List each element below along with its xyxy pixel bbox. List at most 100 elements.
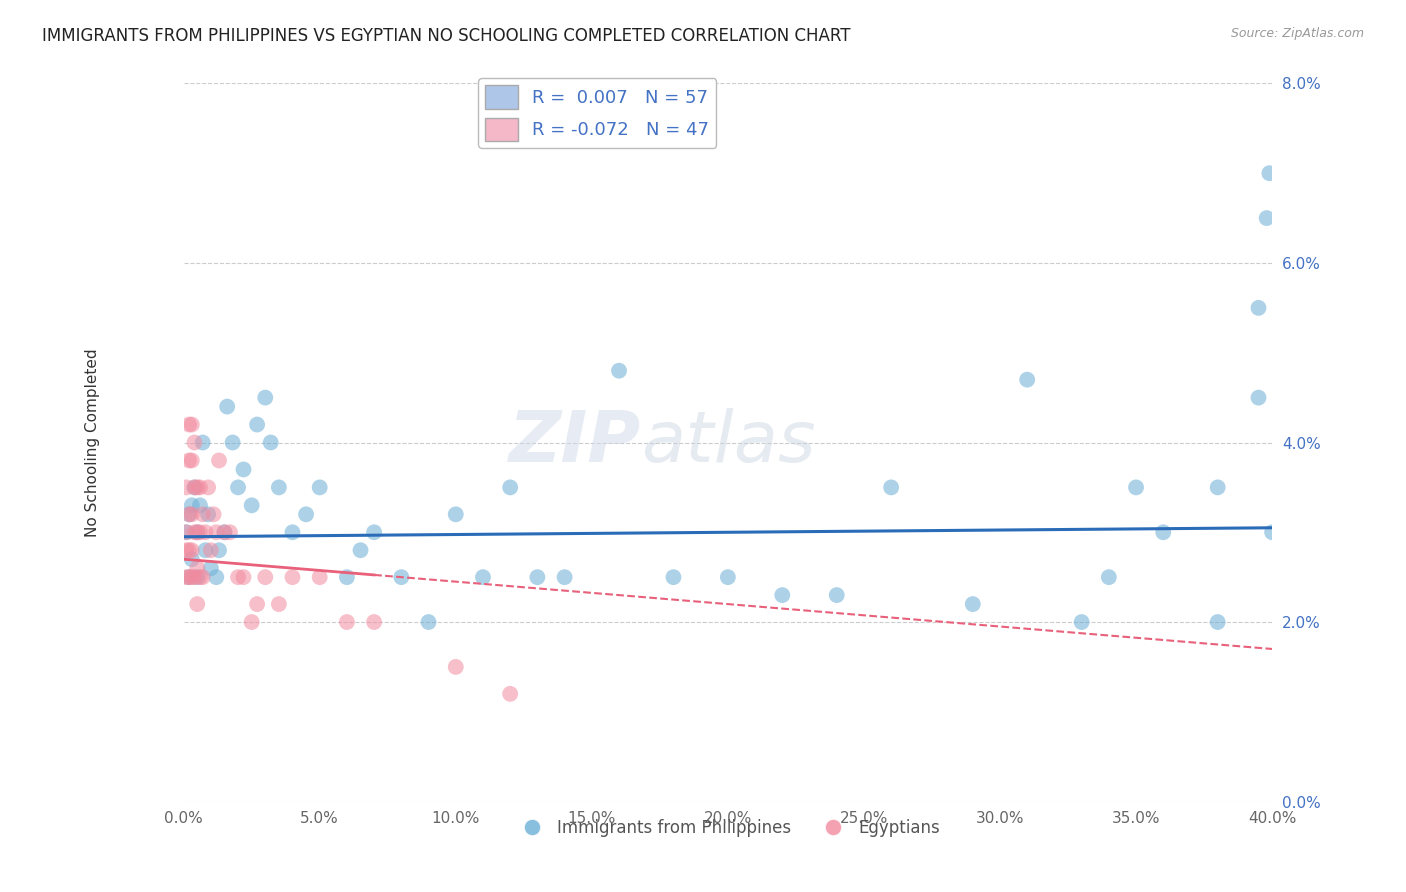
Point	[389, 570, 412, 584]
Point	[232, 462, 254, 476]
Point	[194, 543, 217, 558]
Point	[1247, 391, 1270, 405]
Point	[177, 508, 200, 522]
Point	[214, 525, 236, 540]
Point	[197, 480, 219, 494]
Point	[770, 588, 793, 602]
Y-axis label: No Schooling Completed: No Schooling Completed	[86, 348, 100, 537]
Point	[177, 453, 200, 467]
Point	[176, 543, 198, 558]
Point	[526, 570, 548, 584]
Point	[1070, 615, 1092, 629]
Point	[363, 615, 385, 629]
Point	[183, 480, 205, 494]
Point	[205, 525, 228, 540]
Point	[214, 525, 236, 540]
Point	[336, 615, 359, 629]
Point	[202, 508, 225, 522]
Point	[444, 508, 467, 522]
Point	[349, 543, 371, 558]
Point	[418, 615, 440, 629]
Point	[281, 525, 304, 540]
Point	[226, 570, 249, 584]
Point	[336, 570, 359, 584]
Point	[177, 543, 200, 558]
Point	[295, 508, 318, 522]
Point	[1261, 525, 1284, 540]
Point	[183, 525, 205, 540]
Point	[183, 570, 205, 584]
Point	[177, 570, 200, 584]
Point	[191, 435, 214, 450]
Point	[186, 480, 208, 494]
Point	[308, 570, 330, 584]
Text: atlas: atlas	[641, 408, 815, 477]
Point	[1247, 301, 1270, 315]
Point	[188, 525, 211, 540]
Point	[254, 570, 277, 584]
Point	[208, 543, 231, 558]
Point	[180, 499, 202, 513]
Point	[176, 525, 198, 540]
Point	[240, 615, 263, 629]
Point	[1256, 211, 1278, 225]
Point	[186, 597, 208, 611]
Point	[1017, 373, 1039, 387]
Point	[499, 687, 522, 701]
Text: Source: ZipAtlas.com: Source: ZipAtlas.com	[1230, 27, 1364, 40]
Point	[226, 480, 249, 494]
Point	[180, 453, 202, 467]
Point	[177, 417, 200, 432]
Point	[254, 391, 277, 405]
Point	[308, 480, 330, 494]
Point	[825, 588, 848, 602]
Point	[281, 570, 304, 584]
Point	[217, 400, 239, 414]
Point	[662, 570, 685, 584]
Point	[180, 508, 202, 522]
Point	[191, 570, 214, 584]
Point	[186, 570, 208, 584]
Point	[183, 480, 205, 494]
Point	[1206, 480, 1229, 494]
Point	[180, 570, 202, 584]
Point	[1098, 570, 1121, 584]
Point	[186, 561, 208, 575]
Point	[180, 543, 202, 558]
Point	[260, 435, 283, 450]
Point	[219, 525, 242, 540]
Point	[176, 570, 198, 584]
Point	[363, 525, 385, 540]
Point	[499, 480, 522, 494]
Point	[176, 480, 198, 494]
Point	[232, 570, 254, 584]
Text: ZIP: ZIP	[509, 408, 641, 477]
Point	[880, 480, 903, 494]
Point	[200, 561, 222, 575]
Point	[180, 417, 202, 432]
Point	[554, 570, 576, 584]
Point	[186, 525, 208, 540]
Point	[607, 364, 630, 378]
Point	[267, 597, 290, 611]
Point	[246, 417, 269, 432]
Point	[1125, 480, 1147, 494]
Point	[246, 597, 269, 611]
Point	[188, 570, 211, 584]
Legend: Immigrants from Philippines, Egyptians: Immigrants from Philippines, Egyptians	[509, 813, 946, 844]
Point	[176, 525, 198, 540]
Point	[221, 435, 243, 450]
Point	[205, 570, 228, 584]
Point	[188, 480, 211, 494]
Point	[267, 480, 290, 494]
Point	[472, 570, 495, 584]
Point	[186, 525, 208, 540]
Point	[177, 508, 200, 522]
Point	[188, 499, 211, 513]
Point	[200, 543, 222, 558]
Point	[194, 525, 217, 540]
Point	[177, 570, 200, 584]
Point	[1206, 615, 1229, 629]
Point	[962, 597, 984, 611]
Point	[1258, 166, 1281, 180]
